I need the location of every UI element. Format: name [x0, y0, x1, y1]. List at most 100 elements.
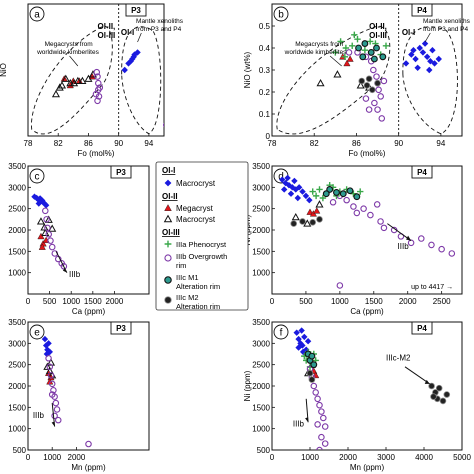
data-point: [316, 401, 323, 409]
annotation-megacrysts: Megacrysts from: [45, 41, 93, 48]
y-tick-label: 2000: [252, 382, 270, 391]
data-point: [40, 223, 49, 231]
x-tick-label: 2500: [433, 297, 451, 306]
x-tick-label: 1000: [331, 297, 349, 306]
data-point: [343, 196, 350, 204]
panel-title: P3: [116, 168, 126, 177]
legend-overgrowth-symbol: [164, 254, 172, 262]
legend-overgrowth-1: IIIb Overgrowth: [176, 252, 227, 261]
data-point: [45, 340, 52, 347]
data-point: [44, 215, 53, 223]
data-point: [357, 188, 364, 195]
y-tick-label: 2000: [252, 226, 270, 235]
x-axis-label: Mn (ppm): [71, 463, 106, 472]
data-point: [361, 40, 369, 48]
y-tick-label: 3500: [252, 318, 270, 327]
panel-letter: f: [280, 328, 283, 339]
data-point: [291, 177, 298, 185]
panel-title-box: [411, 321, 433, 335]
annotation-mantle: Mantle xenoliths: [423, 18, 471, 25]
data-point: [336, 282, 344, 289]
data-point: [306, 208, 314, 215]
arrow-head: [305, 417, 309, 423]
data-point: [351, 31, 358, 38]
x-tick-label: 94: [144, 139, 153, 148]
x-tick-label: 0: [26, 297, 31, 306]
legend-frame: [155, 161, 249, 311]
x-tick-label: 1500: [84, 297, 102, 306]
panel-letter: c: [35, 172, 40, 183]
legend-m2-1: IIIc M2: [176, 293, 199, 302]
data-point: [302, 192, 310, 200]
annotation-mantle-2: from P3 and P4: [423, 26, 469, 33]
y-tick-label: 2500: [252, 361, 270, 370]
data-point: [50, 386, 57, 394]
data-point: [47, 237, 54, 244]
data-point: [45, 354, 52, 362]
data-point: [309, 188, 316, 195]
data-point: [127, 58, 134, 65]
data-point: [416, 44, 423, 52]
data-point: [38, 243, 46, 250]
annotation-iiib: IIIb: [33, 411, 45, 420]
data-point: [303, 219, 312, 227]
panel-e: 0 1000 2000 500 1000 1500 2000 2500 3000 3500 Mn (…: [8, 318, 150, 472]
data-point: [370, 55, 378, 63]
legend-phenocryst: IIIa Phenocryst: [176, 240, 227, 249]
panel-title-box: [125, 3, 147, 17]
annotation-iiib: IIIb: [398, 242, 410, 251]
annotation-megacrysts-2: worldwide kimberlites: [284, 49, 348, 56]
y-tick-label: 500: [13, 446, 27, 455]
data-point: [312, 389, 319, 396]
x-tick-label: 500: [43, 297, 57, 306]
data-point: [410, 47, 417, 54]
y-tick-label: 0.1: [259, 110, 271, 119]
data-point: [428, 241, 435, 249]
x-tick-label: 0: [270, 453, 275, 462]
annotation-leader: [137, 32, 142, 43]
data-point: [377, 93, 384, 100]
x-tick-label: 90: [114, 139, 123, 148]
legend-megacryst: Megacryst: [176, 204, 214, 213]
legend-ol1: Ol-I: [162, 166, 175, 175]
data-point: [368, 86, 376, 94]
data-point: [349, 42, 356, 49]
annotation-mantle-2: from P3 and P4: [136, 26, 182, 33]
x-axis-label: Ca (ppm): [350, 307, 384, 316]
data-point: [85, 440, 92, 448]
data-point: [36, 217, 46, 225]
data-point: [47, 372, 55, 379]
y-tick-label: 1500: [8, 403, 26, 412]
data-point: [294, 194, 301, 202]
x-axis-label: Mn (ppm): [350, 463, 385, 472]
legend-macrocryst-triangle: Macrocryst: [176, 215, 216, 224]
data-point: [308, 352, 316, 360]
megacryst-envelope: [31, 25, 113, 135]
arrow-head: [424, 379, 430, 384]
data-point: [162, 122, 164, 128]
x-tick-label: 1000: [301, 453, 319, 462]
data-point: [343, 59, 351, 67]
data-point: [418, 235, 425, 242]
legend-overgrowth-2: rim: [176, 261, 186, 270]
data-point: [353, 209, 361, 217]
data-point: [408, 51, 415, 58]
y-tick-label: 2500: [8, 361, 26, 370]
x-tick-label: 82: [310, 139, 319, 148]
data-point: [45, 366, 54, 375]
data-point: [121, 66, 128, 74]
data-point: [287, 190, 295, 197]
x-tick-label: 3000: [377, 453, 395, 462]
data-point: [92, 90, 100, 98]
data-point: [48, 380, 56, 388]
data-point: [402, 60, 410, 67]
data-point: [310, 382, 318, 390]
data-point: [315, 200, 324, 208]
x-tick-label: 86: [84, 139, 93, 148]
data-point: [439, 397, 447, 405]
data-point: [329, 198, 337, 206]
data-point: [382, 42, 390, 49]
plot-area: [31, 4, 164, 136]
x-tick-label: 94: [436, 139, 445, 148]
data-point: [93, 68, 101, 76]
